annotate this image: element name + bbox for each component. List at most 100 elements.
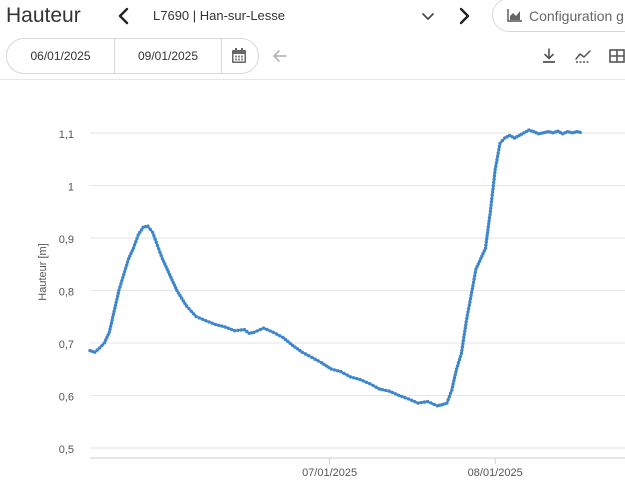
table-view-button[interactable] (608, 47, 625, 65)
data-point (352, 376, 356, 380)
data-point (210, 321, 214, 325)
data-point (465, 316, 469, 321)
data-point (176, 291, 181, 295)
data-point (467, 303, 471, 307)
configuration-button[interactable]: Configuration g (492, 0, 625, 32)
calendar-icon (232, 48, 246, 63)
data-point (409, 398, 414, 402)
end-date-field[interactable]: 09/01/2025 (137, 49, 199, 63)
data-point (152, 234, 156, 238)
calendar-button[interactable] (230, 47, 248, 65)
data-point (132, 243, 137, 247)
data-point (268, 329, 272, 333)
data-point (472, 277, 476, 281)
data-point (492, 174, 497, 178)
data-point (422, 400, 427, 404)
arrow-left-icon[interactable] (272, 49, 288, 63)
data-point (271, 330, 275, 334)
data-point (102, 341, 107, 345)
data-point (207, 320, 211, 324)
data-point (345, 373, 349, 377)
previous-station-button[interactable] (113, 5, 135, 27)
data-point (495, 158, 499, 162)
date-range-picker: 06/01/2025 09/01/2025 (6, 38, 259, 74)
data-point (355, 376, 359, 381)
data-point (490, 196, 494, 201)
data-point (327, 365, 331, 370)
data-point (455, 364, 460, 368)
data-point (468, 297, 473, 301)
data-point (158, 250, 162, 254)
data-point (261, 326, 266, 330)
y-tick-label: 0,5 (59, 444, 74, 456)
data-point (479, 257, 483, 261)
start-date-field[interactable]: 06/01/2025 (30, 49, 91, 63)
data-point (124, 266, 128, 270)
data-point (484, 243, 488, 247)
data-point (489, 200, 494, 204)
data-point (471, 280, 476, 285)
data-point (470, 287, 474, 291)
data-point (463, 329, 467, 333)
data-point (486, 225, 490, 229)
station-dropdown-button[interactable] (420, 8, 436, 24)
data-point (189, 309, 193, 313)
data-point (166, 270, 171, 274)
data-point (281, 335, 285, 340)
y-axis-ticks: 0,5 0,6 0,7 0,8 0,9 1 1,1 (59, 129, 74, 456)
data-point (136, 233, 140, 237)
data-point (475, 264, 479, 269)
data-point (484, 240, 488, 244)
data-point (165, 267, 169, 271)
x-tick-label: 08/01/2025 (468, 467, 523, 479)
data-point (480, 254, 484, 258)
data-point (493, 167, 497, 172)
data-point (461, 342, 465, 346)
data-point (476, 262, 480, 266)
data-point (181, 299, 185, 303)
data-point (274, 332, 279, 336)
data-point (380, 388, 385, 392)
data-point (488, 212, 492, 217)
data-point (465, 313, 470, 317)
data-point (339, 369, 343, 374)
data-point (458, 354, 463, 359)
data-point (183, 301, 187, 306)
download-button[interactable] (540, 47, 558, 65)
data-point (258, 327, 263, 332)
data-point (118, 285, 122, 289)
data-point (451, 382, 455, 386)
data-point (460, 345, 465, 349)
data-point (116, 291, 121, 295)
data-point (95, 348, 99, 352)
data-point (122, 272, 126, 277)
data-point (387, 389, 391, 393)
data-point (226, 326, 230, 330)
page-title: Hauteur (6, 4, 81, 27)
data-point (462, 335, 466, 340)
data-point (361, 379, 365, 383)
next-station-button[interactable] (453, 5, 475, 27)
data-point (329, 367, 333, 371)
data-point (477, 259, 482, 264)
data-point (488, 209, 493, 214)
data-point (100, 343, 104, 348)
data-point (239, 328, 243, 332)
data-point (374, 385, 378, 389)
data-point (115, 297, 119, 301)
data-point (473, 270, 477, 275)
data-point (481, 251, 485, 256)
data-point (313, 357, 317, 361)
data-point (406, 397, 411, 401)
station-selector-label[interactable]: L7690 | Han-sur-Lesse (153, 8, 286, 23)
data-point (123, 269, 127, 274)
data-point (184, 304, 189, 308)
data-point (107, 330, 112, 334)
data-point (492, 180, 496, 185)
data-point (450, 388, 454, 392)
data-point (400, 394, 404, 399)
chart-view-button[interactable] (574, 47, 592, 65)
data-point (500, 138, 505, 143)
data-point (255, 329, 259, 333)
data-point (471, 284, 475, 288)
